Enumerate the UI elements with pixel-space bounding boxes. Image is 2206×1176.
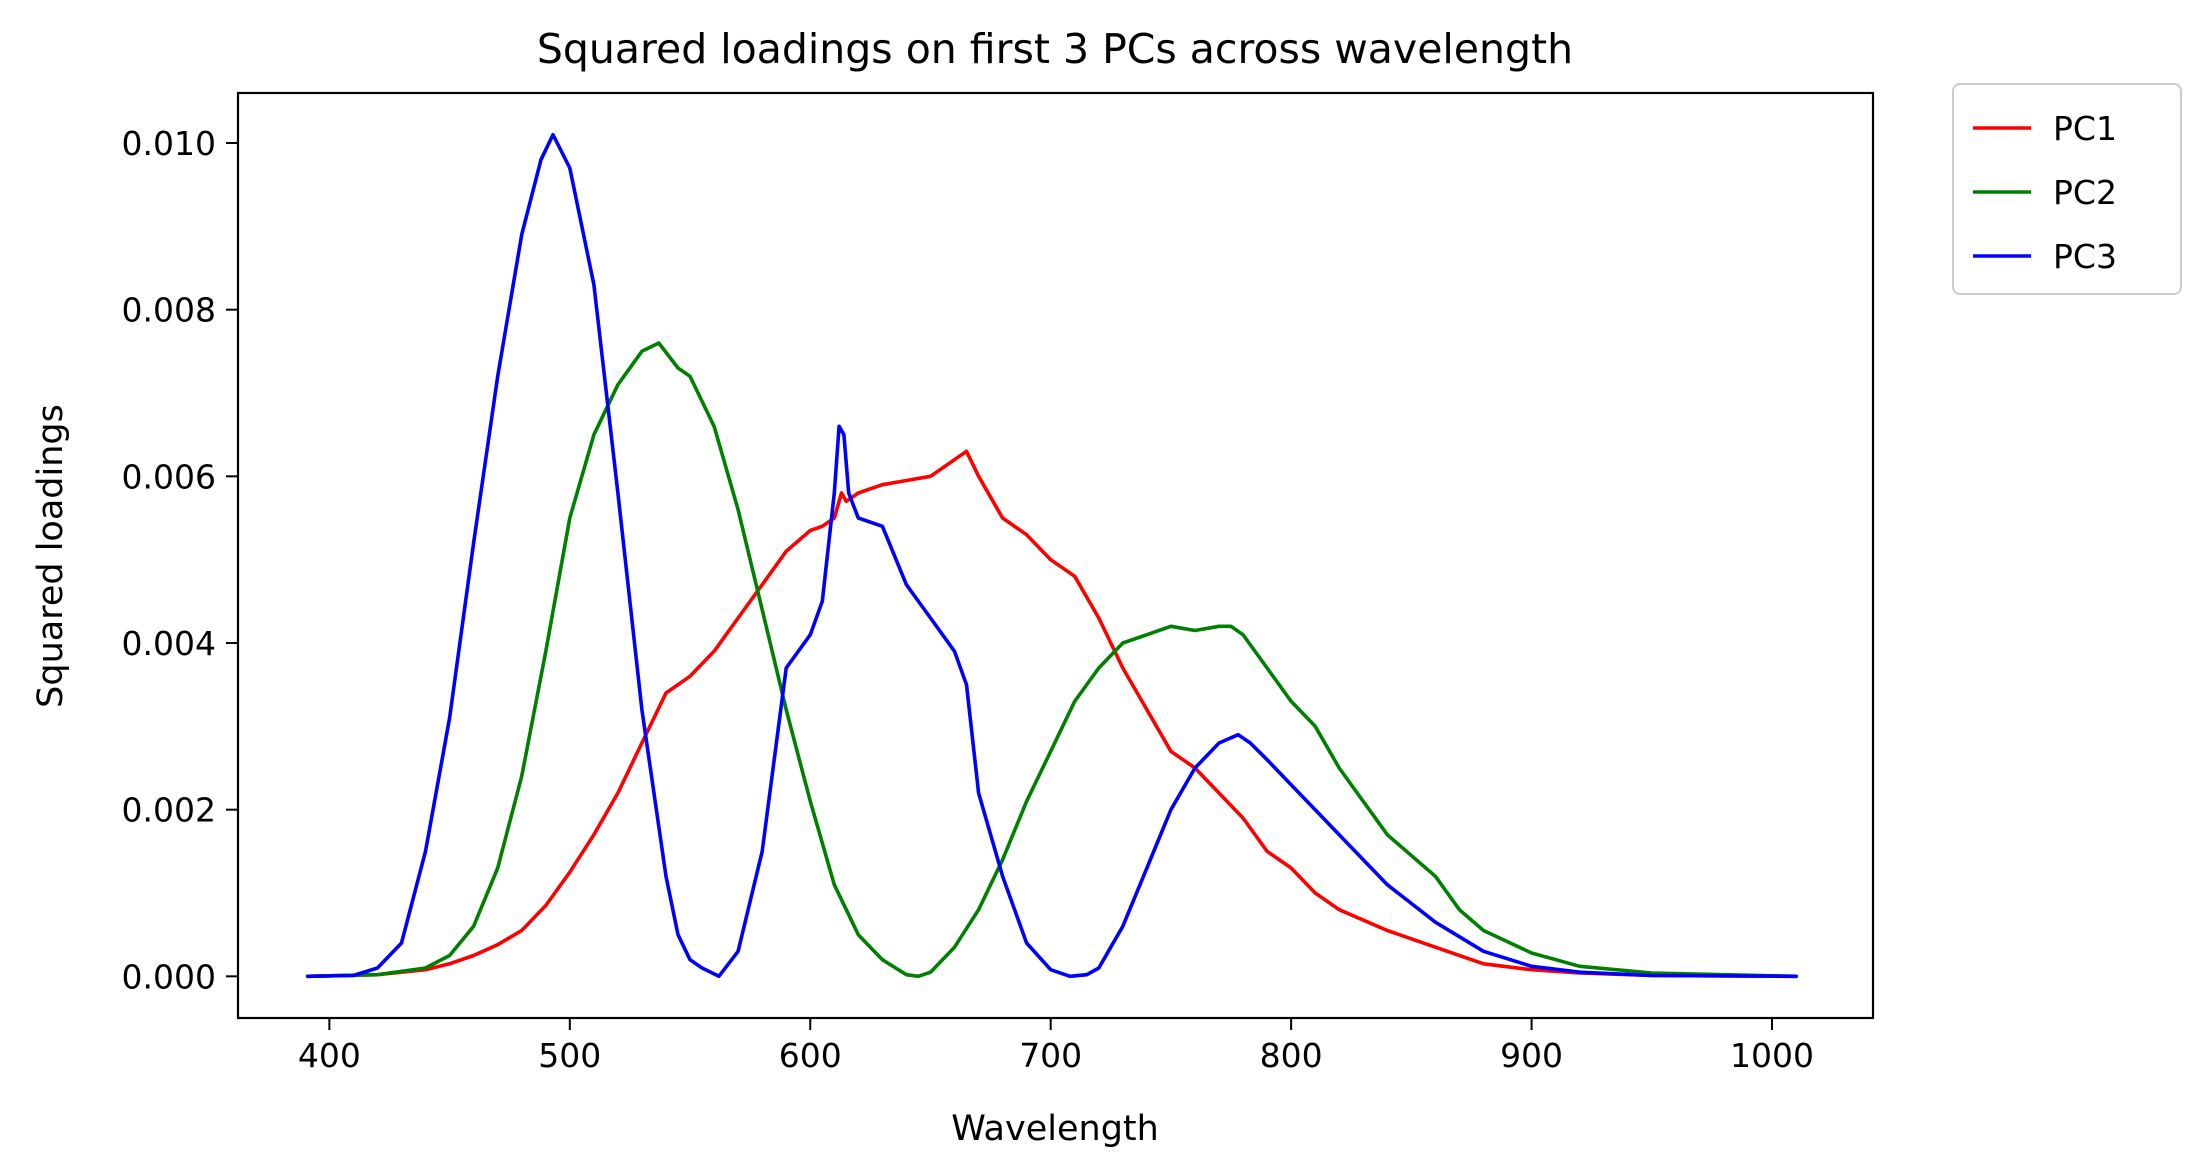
legend-label-pc2: PC2 bbox=[2053, 173, 2117, 212]
x-tick-label: 1000 bbox=[1730, 1036, 1814, 1075]
plot-frame bbox=[236, 91, 1875, 1020]
y-axis-label: Squared loadings bbox=[31, 404, 71, 708]
x-axis: 400 500 600 700 800 900 1000 bbox=[298, 1018, 1814, 1075]
x-tick-label: 700 bbox=[1019, 1036, 1082, 1075]
legend-box bbox=[1952, 83, 2182, 295]
x-tick-label: 400 bbox=[298, 1036, 361, 1075]
legend-label-pc1: PC1 bbox=[2053, 109, 2117, 148]
series-line-pc3 bbox=[305, 132, 1798, 979]
legend-label-pc3: PC3 bbox=[2053, 237, 2117, 276]
y-tick-label: 0.000 bbox=[122, 957, 216, 996]
chart-title: Squared loadings on first 3 PCs across w… bbox=[537, 25, 1573, 73]
series-line-pc1 bbox=[305, 449, 1798, 979]
y-axis: 0.000 0.002 0.004 0.006 0.008 0.010 bbox=[122, 124, 238, 996]
y-tick-label: 0.002 bbox=[122, 791, 216, 830]
y-tick-label: 0.008 bbox=[122, 291, 216, 330]
y-tick-label: 0.004 bbox=[122, 624, 216, 663]
x-tick-label: 900 bbox=[1500, 1036, 1563, 1075]
x-axis-label: Wavelength bbox=[951, 1109, 1159, 1149]
series-line-pc2 bbox=[305, 341, 1798, 979]
series-layer bbox=[305, 132, 1798, 979]
x-tick-label: 800 bbox=[1260, 1036, 1323, 1075]
x-tick-label: 500 bbox=[538, 1036, 601, 1075]
legend: PC1 PC2 PC3 bbox=[1952, 83, 2182, 295]
x-tick-label: 600 bbox=[779, 1036, 842, 1075]
y-tick-label: 0.010 bbox=[122, 124, 216, 163]
y-tick-label: 0.006 bbox=[122, 457, 216, 496]
